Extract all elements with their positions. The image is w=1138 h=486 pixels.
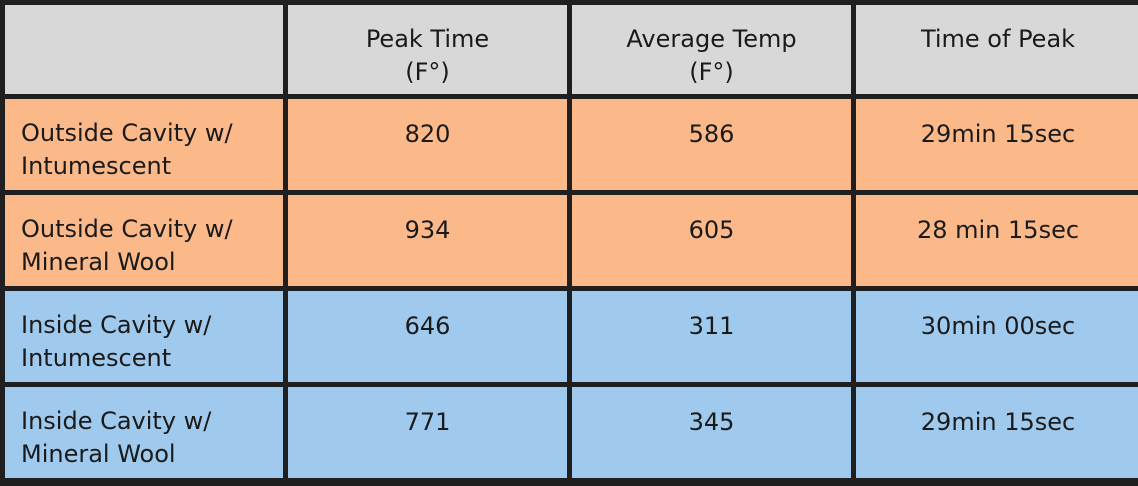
row-4-label: Inside Cavity w/ Mineral Wool: [5, 387, 283, 478]
header-average-temp-inner: Average Temp (F°): [626, 23, 796, 89]
header-peak-time: Peak Time (F°): [288, 5, 567, 94]
row-3-average-temp: 311: [572, 291, 851, 382]
row-1-label: Outside Cavity w/ Intumescent: [5, 99, 283, 190]
header-peak-time-inner: Peak Time (F°): [366, 23, 489, 89]
row-1-peak-time: 820: [288, 99, 567, 190]
header-average-temp-line-2: (F°): [689, 58, 734, 86]
row-3-label-line-2: Intumescent: [21, 344, 172, 372]
row-4-time-of-peak: 29min 15sec: [856, 387, 1138, 478]
row-3-peak-time: 646: [288, 291, 567, 382]
row-1-label-text: Outside Cavity w/ Intumescent: [21, 117, 233, 183]
header-time-of-peak-line-1: Time of Peak: [920, 25, 1076, 53]
row-4-label-text: Inside Cavity w/ Mineral Wool: [21, 405, 211, 471]
row-2-average-temp: 605: [572, 195, 851, 286]
row-1-average-temp: 586: [572, 99, 851, 190]
row-3-label: Inside Cavity w/ Intumescent: [5, 291, 283, 382]
row-3-time-of-peak: 30min 00sec: [856, 291, 1138, 382]
header-time-of-peak: Time of Peak: [856, 5, 1138, 94]
row-1-time-of-peak: 29min 15sec: [856, 99, 1138, 190]
row-4-peak-time: 771: [288, 387, 567, 478]
row-2-label-text: Outside Cavity w/ Mineral Wool: [21, 213, 233, 279]
row-3-label-line-1: Inside Cavity w/: [21, 311, 212, 339]
row-4-label-line-2: Mineral Wool: [21, 440, 176, 468]
header-peak-time-line-1: Peak Time: [365, 25, 490, 53]
row-2-label-line-2: Mineral Wool: [21, 248, 176, 276]
row-4-label-line-1: Inside Cavity w/: [21, 407, 212, 435]
row-2-label: Outside Cavity w/ Mineral Wool: [5, 195, 283, 286]
header-blank-cell: [5, 5, 283, 94]
row-2-time-of-peak: 28 min 15sec: [856, 195, 1138, 286]
row-2-peak-time: 934: [288, 195, 567, 286]
header-average-temp: Average Temp (F°): [572, 5, 851, 94]
row-1-label-line-1: Outside Cavity w/: [21, 119, 233, 147]
row-4-average-temp: 345: [572, 387, 851, 478]
row-1-label-line-2: Intumescent: [21, 152, 172, 180]
header-average-temp-line-1: Average Temp: [626, 25, 797, 53]
row-3-label-text: Inside Cavity w/ Intumescent: [21, 309, 211, 375]
row-2-label-line-1: Outside Cavity w/: [21, 215, 233, 243]
header-time-of-peak-inner: Time of Peak: [921, 23, 1075, 56]
header-peak-time-line-2: (F°): [405, 58, 450, 86]
comparison-grid: Peak Time (F°) Average Temp (F°) Time of…: [5, 5, 1138, 481]
